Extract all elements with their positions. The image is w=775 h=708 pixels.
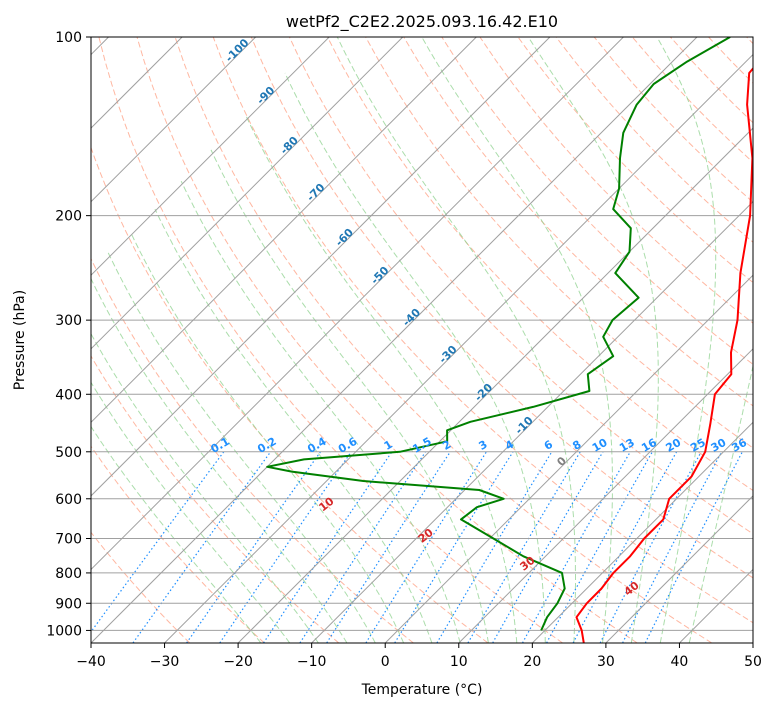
dry-adiabat: [91, 445, 265, 643]
x-tick-label: −20: [223, 654, 253, 670]
x-tick-label: −10: [297, 654, 327, 670]
moist-adiabat: [656, 37, 717, 643]
isotherm: [91, 37, 551, 497]
moist-adiabat: [154, 208, 433, 643]
isotherm: [605, 495, 753, 643]
mixing-ratio-lines: [91, 451, 743, 643]
moist-adiabat: [421, 37, 613, 643]
profile-series: [266, 37, 753, 643]
isotherms: [91, 37, 753, 643]
mixing-ratio-line: [546, 451, 653, 643]
y-axis: 1000 900 800 700 600 500 400 300 200 100: [46, 30, 91, 639]
mixing-ratio-line: [299, 451, 426, 643]
x-axis-title: Temperature (°C): [361, 682, 483, 698]
mixing-ratio-line: [262, 451, 393, 643]
isotherm: [91, 37, 257, 203]
y-tick-label: 100: [55, 30, 82, 46]
plot-frame: [90, 36, 754, 644]
moist-adiabat: [107, 251, 376, 643]
isotherm: [458, 348, 753, 643]
x-tick-label: 50: [744, 654, 762, 670]
mixing-ratio-line: [186, 451, 321, 643]
dry-adiabat: [91, 146, 489, 643]
mixing-ratio-line: [599, 451, 702, 643]
mixing-ratio-line: [572, 451, 678, 643]
x-axis: −40 −30 −20 −10 0 10 20 30 40 50: [76, 643, 762, 670]
isotherm: [164, 53, 753, 643]
dry-adiabat: [98, 37, 563, 643]
mixing-ratio-line: [132, 451, 272, 643]
x-tick-label: −40: [76, 654, 106, 670]
pressure-gridlines: [91, 37, 753, 631]
y-tick-label: 700: [55, 532, 82, 548]
isotherm: [384, 274, 753, 643]
isotherm: [91, 37, 330, 276]
plot-area: -100-90-80-70-60-50-40-30-20-1000.1 0.2 0.…: [90, 36, 754, 644]
x-tick-label: 10: [450, 654, 468, 670]
dry-adiabat: [441, 37, 753, 365]
y-tick-label: 200: [55, 209, 82, 225]
mixing-ratio-line: [219, 451, 352, 643]
mixing-ratio-line: [91, 451, 225, 633]
x-tick-label: 20: [523, 654, 541, 670]
dry-adiabat: [517, 37, 753, 284]
dry-adiabat: [327, 37, 753, 492]
dry-adiabat: [250, 37, 753, 579]
moist-adiabat: [180, 180, 461, 643]
y-tick-label: 600: [55, 492, 82, 508]
x-tick-label: 40: [671, 654, 689, 670]
x-tick-label: 30: [597, 654, 615, 670]
y-tick-label: 800: [55, 566, 82, 582]
isotherm: [91, 37, 624, 571]
y-tick-label: 500: [55, 445, 82, 461]
isotherm: [237, 127, 753, 643]
dewpoint-line: [266, 37, 731, 631]
isotherm: [531, 421, 753, 643]
y-tick-label: 400: [55, 387, 82, 403]
mixing-ratio-line: [521, 451, 631, 643]
isotherm: [311, 200, 753, 643]
mixing-ratio-line: [326, 451, 451, 643]
chart-title: wetPf2_C2E2.2025.093.16.42.E10: [286, 12, 558, 32]
y-tick-label: 1000: [46, 623, 82, 639]
moist-adiabat: [336, 37, 576, 643]
isotherm: [91, 37, 477, 424]
x-tick-label: −30: [150, 654, 180, 670]
mixing-ratio-line: [365, 451, 487, 643]
isotherm: [91, 37, 404, 350]
moist-adiabat: [91, 425, 262, 643]
temperature-line: [575, 66, 753, 643]
isotherm: [91, 37, 698, 643]
y-axis-title: Pressure (hPa): [12, 290, 28, 390]
moist-adiabat: [91, 277, 348, 643]
dry-adiabat: [91, 531, 191, 643]
moist-adiabat: [527, 37, 659, 643]
dry-adiabat: [91, 355, 340, 643]
mixing-ratio-line: [436, 451, 553, 643]
x-tick-label: 0: [381, 654, 390, 670]
y-tick-label: 300: [55, 313, 82, 329]
dry-adiabat: [212, 37, 753, 624]
dry-adiabat: [403, 37, 753, 407]
moist-adiabat: [91, 381, 291, 643]
y-tick-label: 900: [55, 596, 82, 612]
moist-adiabat: [131, 234, 405, 643]
moist-adiabat: [244, 114, 518, 643]
